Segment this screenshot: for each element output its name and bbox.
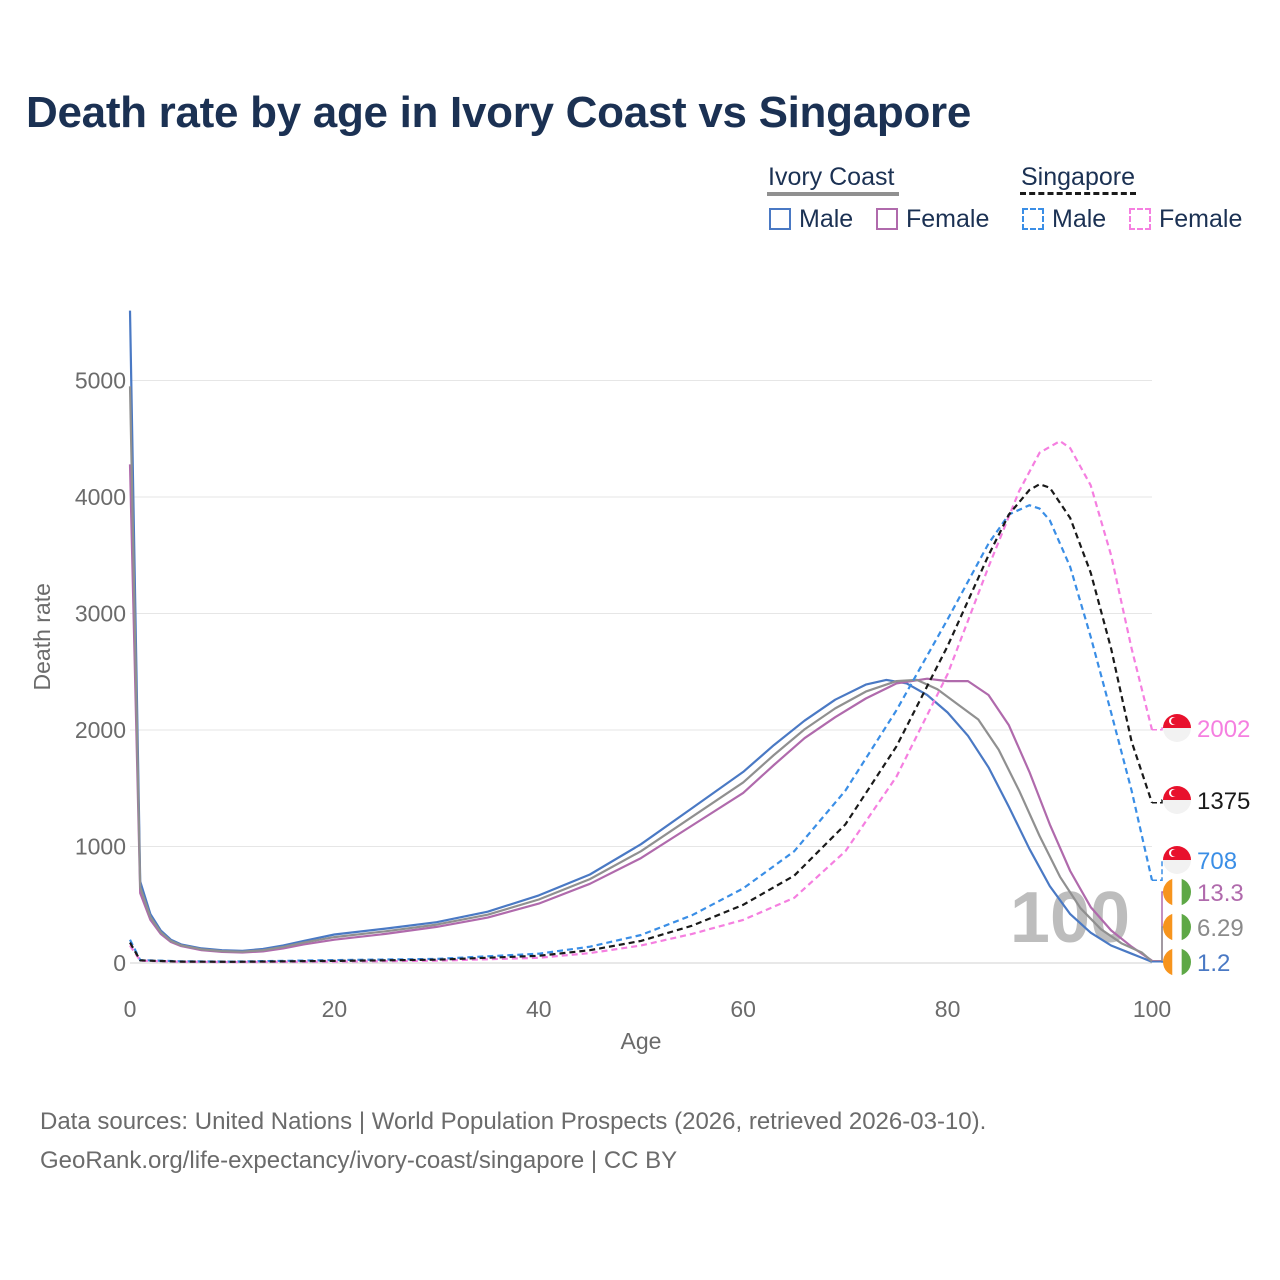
x-axis-label: Age	[621, 1028, 662, 1054]
end-label-singapore-male: 708	[1197, 848, 1237, 875]
x-tick-label-20: 20	[322, 996, 348, 1022]
series-line-ivory-coast[interactable]	[128, 386, 1153, 963]
end-label-ivory-coast-male: 1.2	[1197, 950, 1230, 977]
legend-ivory-coast-female-swatch	[876, 208, 898, 230]
series-line-ivory-coast-male[interactable]	[128, 310, 1153, 963]
y-tick-label-2000: 2000	[75, 717, 126, 743]
chart-title: Death rate by age in Ivory Coast vs Sing…	[26, 88, 972, 137]
y-tick-label-0: 0	[113, 950, 126, 976]
legend-singapore-female-swatch	[1129, 208, 1151, 230]
legend-singapore-line	[1020, 192, 1136, 195]
legend-singapore-female[interactable]: Female	[1159, 205, 1243, 233]
x-tick-label-100: 100	[1133, 996, 1171, 1022]
legend-group-ivory-coast[interactable]: Ivory Coast	[768, 163, 894, 192]
legend-group-singapore-label: Singapore	[1021, 163, 1135, 191]
flag-singapore-icon-singapore-male	[1163, 846, 1191, 874]
legend-ivory-coast-line	[767, 192, 899, 196]
end-label-singapore-female: 2002	[1197, 716, 1250, 743]
series-line-ivory-coast-female[interactable]	[128, 464, 1153, 962]
end-connector-ivory-coast	[1152, 926, 1166, 963]
flag-singapore-icon-singapore-female	[1163, 714, 1191, 742]
legend-ivory-coast-female[interactable]: Female	[906, 205, 990, 233]
series-line-singapore-female[interactable]	[129, 440, 1154, 964]
x-tick-label-40: 40	[526, 996, 552, 1022]
flag-singapore-icon-singapore	[1163, 786, 1191, 814]
end-label-ivory-coast: 6.29	[1197, 915, 1244, 942]
flag-ivory-coast-icon-ivory-coast-male	[1163, 948, 1191, 976]
flag-ivory-coast-icon-ivory-coast	[1163, 913, 1191, 941]
end-connector-singapore	[1152, 799, 1166, 804]
y-tick-label-5000: 5000	[75, 368, 126, 394]
x-tick-label-80: 80	[935, 996, 961, 1022]
legend-singapore-male[interactable]: Male	[1052, 205, 1107, 233]
legend-group-singapore[interactable]: Singapore	[1021, 163, 1135, 192]
end-connector-singapore-female	[1152, 727, 1166, 731]
y-tick-label-1000: 1000	[75, 834, 126, 860]
legend-singapore-male-swatch	[1022, 208, 1044, 230]
series-line-singapore-male[interactable]	[129, 504, 1154, 963]
source-line-2[interactable]: GeoRank.org/life-expectancy/ivory-coast/…	[40, 1147, 678, 1174]
x-tick-label-60: 60	[730, 996, 756, 1022]
legend-group-ivory-coast-label: Ivory Coast	[768, 163, 895, 191]
series-line-singapore[interactable]	[129, 483, 1154, 963]
end-label-ivory-coast-female: 13.3	[1197, 880, 1244, 907]
legend-ivory-coast-male-swatch	[769, 208, 791, 230]
y-tick-label-3000: 3000	[75, 601, 126, 627]
chart-area: 0 1000 2000 3000 4000 5000 0 20 40 60 80 100 Age Deat…	[29, 310, 1250, 1054]
x-tick-label-0: 0	[124, 996, 137, 1022]
y-tick-label-4000: 4000	[75, 484, 126, 510]
flag-ivory-coast-icon-ivory-coast-female	[1163, 878, 1191, 906]
source-line-1: Data sources: United Nations | World Pop…	[40, 1108, 987, 1135]
legend-ivory-coast-male[interactable]: Male	[799, 205, 854, 233]
end-label-singapore: 1375	[1197, 788, 1250, 815]
y-axis-label: Death rate	[29, 583, 55, 690]
